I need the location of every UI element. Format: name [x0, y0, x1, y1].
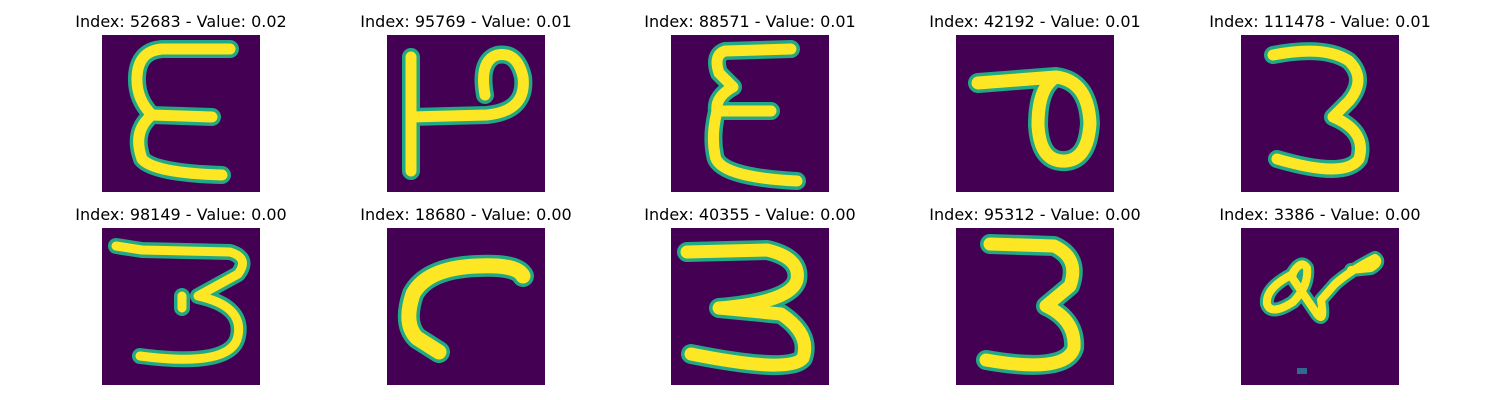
digit-image: [102, 228, 260, 385]
tile-title: Index: 98149 - Value: 0.00: [75, 205, 287, 224]
tile-title: Index: 18680 - Value: 0.00: [360, 205, 572, 224]
tile-title: Index: 95769 - Value: 0.01: [360, 12, 572, 31]
tile-title: Index: 88571 - Value: 0.01: [644, 12, 856, 31]
digit-image: [1241, 228, 1399, 385]
tile-title: Index: 52683 - Value: 0.02: [75, 12, 287, 31]
tile-title: Index: 40355 - Value: 0.00: [644, 205, 856, 224]
digit-image: [671, 228, 829, 385]
digit-image: [387, 35, 545, 192]
tile-title: Index: 3386 - Value: 0.00: [1219, 205, 1421, 224]
digit-image: [102, 35, 260, 192]
digit-image: [671, 35, 829, 192]
digit-image: [956, 228, 1114, 385]
digit-image: [1241, 35, 1399, 192]
digit-image: [387, 228, 545, 385]
tile-title: Index: 111478 - Value: 0.01: [1209, 12, 1431, 31]
tile-title: Index: 95312 - Value: 0.00: [929, 205, 1141, 224]
digit-image: [956, 35, 1114, 192]
tile-title: Index: 42192 - Value: 0.01: [929, 12, 1141, 31]
